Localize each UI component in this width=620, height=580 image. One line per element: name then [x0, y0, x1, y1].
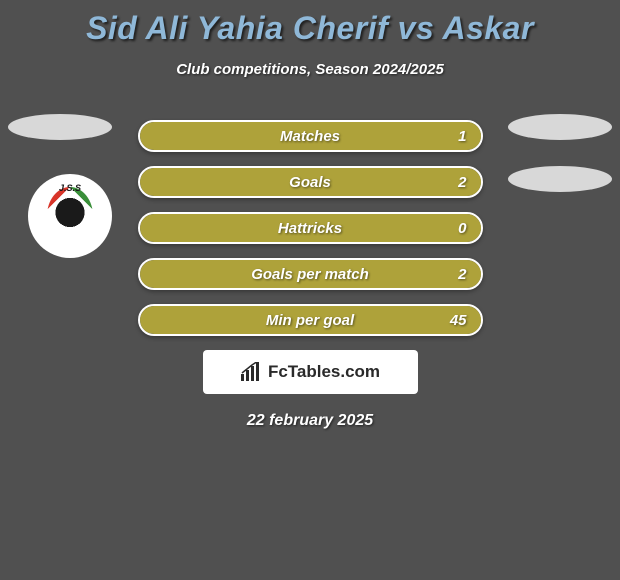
right-placeholder-ellipse-1 [508, 114, 612, 140]
bar-chart-icon [240, 362, 262, 382]
stat-bar: Matches 1 [138, 120, 483, 152]
stat-bar: Min per goal 45 [138, 304, 483, 336]
stat-bar-label: Matches [140, 122, 481, 150]
stats-area: Matches 1 Goals 2 Hattricks 0 Goals per … [0, 120, 620, 430]
club-logo-left [28, 174, 112, 258]
club-logo-inner [35, 181, 105, 251]
stat-bar-label: Min per goal [140, 306, 481, 334]
right-placeholder-ellipse-2 [508, 166, 612, 192]
stat-bar-label: Goals per match [140, 260, 481, 288]
stat-bar-value: 2 [458, 168, 466, 196]
stat-bar-value: 2 [458, 260, 466, 288]
left-placeholder-ellipse [8, 114, 112, 140]
stat-bar-value: 0 [458, 214, 466, 242]
subtitle: Club competitions, Season 2024/2025 [0, 61, 620, 78]
brand-text: FcTables.com [268, 362, 380, 382]
date-text: 22 february 2025 [0, 412, 620, 430]
stat-bar: Goals 2 [138, 166, 483, 198]
stat-bar-value: 1 [458, 122, 466, 150]
stat-bar-label: Goals [140, 168, 481, 196]
stat-bar-value: 45 [450, 306, 467, 334]
stat-bar: Hattricks 0 [138, 212, 483, 244]
stat-bar-label: Hattricks [140, 214, 481, 242]
stat-bars: Matches 1 Goals 2 Hattricks 0 Goals per … [138, 120, 483, 336]
stat-bar: Goals per match 2 [138, 258, 483, 290]
brand-box: FcTables.com [203, 350, 418, 394]
page-title: Sid Ali Yahia Cherif vs Askar [0, 0, 620, 47]
